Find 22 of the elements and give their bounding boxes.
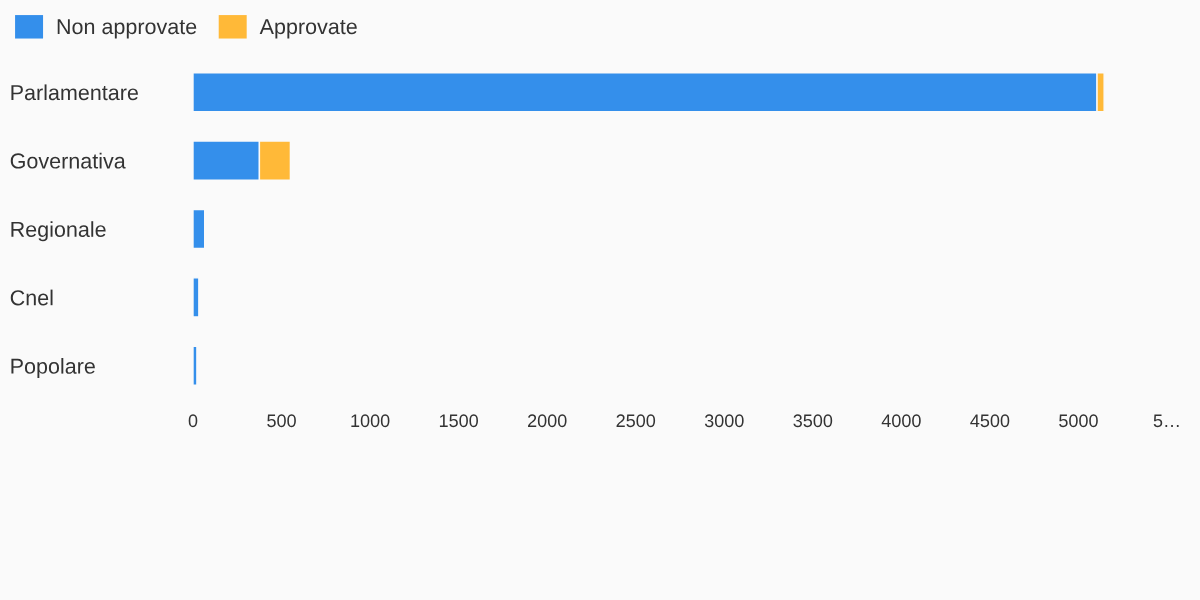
legend-label: Non approvate xyxy=(57,19,197,39)
x-tick-label: 3000 xyxy=(704,414,744,428)
legend-label: Approvate xyxy=(259,19,357,39)
bar xyxy=(193,208,206,250)
x-tick-label: 1500 xyxy=(439,414,479,428)
y-tick-label: Cnel xyxy=(10,289,53,306)
x-tick-label: 3500 xyxy=(793,414,833,428)
y-tick-label: Regionale xyxy=(11,221,106,242)
x-tick-label: 0 xyxy=(188,414,198,428)
y-tick-label: Parlamentare xyxy=(11,84,138,101)
x-tick-label: 5000 xyxy=(1059,414,1098,428)
y-tick-label: Popolare xyxy=(11,358,95,379)
x-tick-label: 2000 xyxy=(528,414,567,428)
x-tick-label: 4500 xyxy=(970,414,1010,428)
x-tick-label: 5… xyxy=(1153,414,1179,428)
x-tick-label: 4000 xyxy=(881,414,921,428)
x-tick-label: 500 xyxy=(267,414,296,428)
y-tick-label: Governativa xyxy=(10,152,126,169)
bar xyxy=(193,277,200,318)
x-tick-label: 1000 xyxy=(351,414,390,428)
bar xyxy=(193,345,198,386)
x-tick-label: 2500 xyxy=(616,414,656,428)
